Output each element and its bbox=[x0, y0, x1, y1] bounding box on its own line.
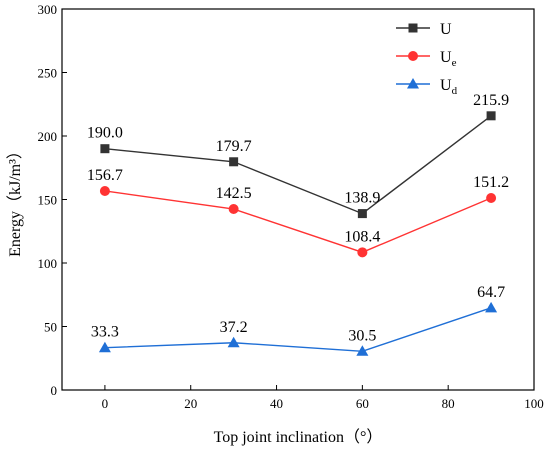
x-tick-label: 0 bbox=[102, 396, 109, 411]
data-label-Ue: 108.4 bbox=[344, 228, 380, 245]
y-tick-label: 200 bbox=[38, 129, 58, 144]
legend: U Ue Ud bbox=[396, 21, 458, 97]
series-U bbox=[100, 111, 496, 219]
data-label-Ud: 37.2 bbox=[220, 319, 248, 336]
x-tick-label: 40 bbox=[270, 396, 283, 411]
x-tick-label: 100 bbox=[524, 396, 544, 411]
legend-marker bbox=[408, 51, 418, 61]
data-label-U: 190.0 bbox=[87, 125, 123, 142]
data-point-Ud bbox=[356, 345, 369, 356]
legend-item-Ud: Ud bbox=[396, 77, 458, 97]
data-label-Ue: 156.7 bbox=[87, 167, 123, 184]
x-tick-label: 60 bbox=[356, 396, 369, 411]
series-line-Ud bbox=[104, 307, 492, 352]
legend-label: U bbox=[440, 21, 452, 38]
y-tick-label: 300 bbox=[38, 2, 58, 17]
series-line-Ue bbox=[104, 190, 492, 254]
series-line-U bbox=[104, 115, 492, 215]
x-tick-label: 20 bbox=[184, 396, 197, 411]
y-axis-title: Energy（kJ/m³） bbox=[6, 143, 24, 257]
data-point-Ud bbox=[227, 336, 240, 348]
x-tick-label: 80 bbox=[442, 396, 455, 411]
data-label-Ud: 64.7 bbox=[477, 284, 505, 301]
data-point-U bbox=[229, 157, 239, 167]
series-Ud bbox=[98, 301, 498, 356]
legend-item-U: U bbox=[396, 21, 452, 38]
data-label-U: 138.9 bbox=[344, 190, 380, 207]
plot-frame bbox=[61, 8, 535, 391]
data-label-Ud: 33.3 bbox=[91, 324, 119, 341]
data-labels: 190.0 179.7 138.9 215.9 156.7 142.5 108.4 151.2… bbox=[87, 92, 509, 344]
y-tick-label: 250 bbox=[38, 66, 58, 81]
legend-label: Ue bbox=[440, 49, 457, 69]
y-tick-label: 150 bbox=[38, 193, 58, 208]
y-tick-label: 0 bbox=[51, 383, 58, 398]
axes: 0 20 40 60 80 100 0 50 100 150 200 250 300 bbox=[38, 2, 544, 411]
data-point-U bbox=[486, 111, 496, 121]
data-label-Ue: 142.5 bbox=[216, 185, 252, 202]
data-point-Ue bbox=[228, 204, 239, 215]
data-label-Ue: 151.2 bbox=[473, 174, 509, 191]
data-point-Ud bbox=[485, 301, 498, 313]
data-point-Ue bbox=[357, 247, 368, 258]
data-label-U: 179.7 bbox=[216, 138, 252, 155]
data-point-Ue bbox=[99, 185, 110, 196]
data-point-U bbox=[357, 209, 367, 219]
legend-item-Ue: Ue bbox=[396, 49, 457, 69]
y-tick-label: 50 bbox=[44, 320, 57, 335]
series-Ue bbox=[99, 185, 497, 258]
data-label-Ud: 30.5 bbox=[348, 327, 376, 344]
data-point-Ud bbox=[98, 341, 111, 353]
legend-label: Ud bbox=[440, 77, 458, 97]
x-axis-title: Top joint inclination（°） bbox=[214, 428, 383, 446]
y-tick-label: 100 bbox=[38, 256, 58, 271]
legend-marker bbox=[407, 78, 419, 89]
legend-marker bbox=[408, 23, 418, 33]
data-point-Ue bbox=[486, 192, 497, 203]
data-point-U bbox=[100, 144, 110, 154]
data-label-U: 215.9 bbox=[473, 92, 509, 109]
series-layer bbox=[98, 111, 498, 356]
